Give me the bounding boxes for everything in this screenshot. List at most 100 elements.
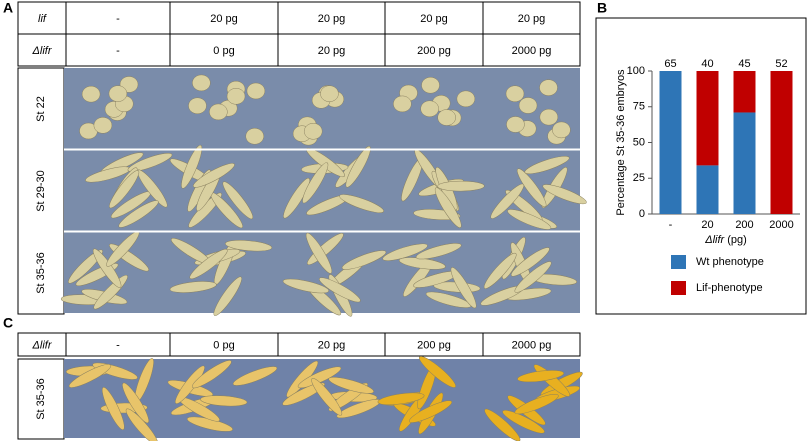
table-cell: 20 pg xyxy=(318,339,346,351)
table-cell: 20 pg xyxy=(318,13,346,25)
embryo xyxy=(539,108,559,126)
embryo xyxy=(539,79,558,96)
table-cell: 2000 pg xyxy=(512,45,552,57)
label-column xyxy=(17,358,65,440)
embryo xyxy=(420,100,439,118)
table-cell: 200 pg xyxy=(417,45,451,57)
embryo xyxy=(502,410,545,434)
embryo xyxy=(518,97,538,114)
table-row xyxy=(17,33,581,67)
y-tick-label: 25 xyxy=(633,172,645,184)
embryo xyxy=(524,155,570,175)
embryo xyxy=(118,200,159,228)
embryo xyxy=(81,85,101,103)
embryo xyxy=(328,376,374,394)
stage-label: St 35-36 xyxy=(35,252,47,294)
embryo xyxy=(517,370,565,383)
embryo xyxy=(303,123,323,140)
embryo xyxy=(302,162,329,204)
embryo xyxy=(409,400,453,423)
y-axis-title: Percentage St 35-36 embryos xyxy=(615,69,627,216)
embryo xyxy=(507,209,552,230)
y-tick-label: 100 xyxy=(627,65,645,77)
bar-segment xyxy=(696,165,719,214)
bar-top-label: 45 xyxy=(738,58,750,70)
embryo xyxy=(305,232,333,274)
embryo xyxy=(68,364,112,388)
panel-b-frame xyxy=(595,17,807,315)
embryo xyxy=(339,194,384,213)
embryo xyxy=(345,146,371,188)
embryo xyxy=(108,85,128,102)
embryo xyxy=(490,183,525,219)
embryo xyxy=(382,243,428,261)
embryo xyxy=(483,252,517,289)
panel-label: C xyxy=(3,315,13,331)
x-axis-title: Δlifr (pg) xyxy=(704,234,747,246)
x-tick-label: 20 xyxy=(701,219,713,231)
x-tick-label: - xyxy=(669,219,673,231)
legend-label: Wt phenotype xyxy=(696,256,764,268)
panel-label: B xyxy=(597,0,607,16)
embryo xyxy=(506,116,525,133)
stage-label: St 22 xyxy=(35,96,47,122)
table-cell: 20 pg xyxy=(420,13,448,25)
legend-label: Lif-phenotype xyxy=(696,282,763,294)
embryo xyxy=(516,168,547,208)
y-tick-label: 75 xyxy=(633,101,645,113)
embryo xyxy=(226,88,246,105)
embryo xyxy=(319,277,361,303)
x-axis-title-unit: (pg) xyxy=(727,234,747,246)
bar-segment xyxy=(659,71,682,214)
bar-segment xyxy=(733,112,756,214)
embryo xyxy=(514,261,552,293)
embryo xyxy=(109,170,140,209)
embryo xyxy=(377,392,425,405)
embryo xyxy=(232,366,278,386)
y-tick-label: 50 xyxy=(633,136,645,148)
embryo xyxy=(192,74,211,92)
panel-label: A xyxy=(3,0,13,16)
embryo xyxy=(514,393,559,415)
table-cell: Δlifr xyxy=(32,45,53,57)
table-cell: - xyxy=(116,13,120,25)
embryo xyxy=(122,382,149,424)
table-cell: 0 pg xyxy=(213,45,234,57)
embryo xyxy=(282,278,330,294)
table-cell: 20 pg xyxy=(210,13,238,25)
embryo xyxy=(421,76,440,94)
embryo xyxy=(125,408,159,441)
stage-label: St 29-30 xyxy=(35,170,47,212)
bar-top-label: 40 xyxy=(701,58,713,70)
table-row xyxy=(17,1,581,35)
embryo xyxy=(297,366,342,389)
legend-swatch xyxy=(671,281,686,295)
embryo xyxy=(137,169,168,208)
embryo xyxy=(169,281,217,293)
embryo xyxy=(311,378,343,416)
embryo xyxy=(552,121,571,139)
embryo xyxy=(437,180,485,192)
bar-top-label: 65 xyxy=(664,58,676,70)
embryo xyxy=(419,356,456,388)
label-column xyxy=(17,67,65,315)
embryo xyxy=(434,187,462,228)
embryo xyxy=(225,240,273,252)
embryo xyxy=(437,109,456,126)
embryo xyxy=(222,181,254,220)
embryo xyxy=(542,184,587,205)
embryo xyxy=(200,395,248,407)
x-tick-label: 2000 xyxy=(769,219,793,231)
embryo xyxy=(283,177,310,219)
table-row xyxy=(17,332,581,357)
embryo xyxy=(213,276,242,316)
table-cell: - xyxy=(116,45,120,57)
table-cell: 20 pg xyxy=(318,45,346,57)
embryo xyxy=(246,82,266,100)
embryo xyxy=(510,247,550,277)
x-tick-label: 200 xyxy=(735,219,753,231)
embryo xyxy=(192,163,235,188)
table-cell: - xyxy=(116,339,120,351)
bar-segment xyxy=(733,71,756,113)
